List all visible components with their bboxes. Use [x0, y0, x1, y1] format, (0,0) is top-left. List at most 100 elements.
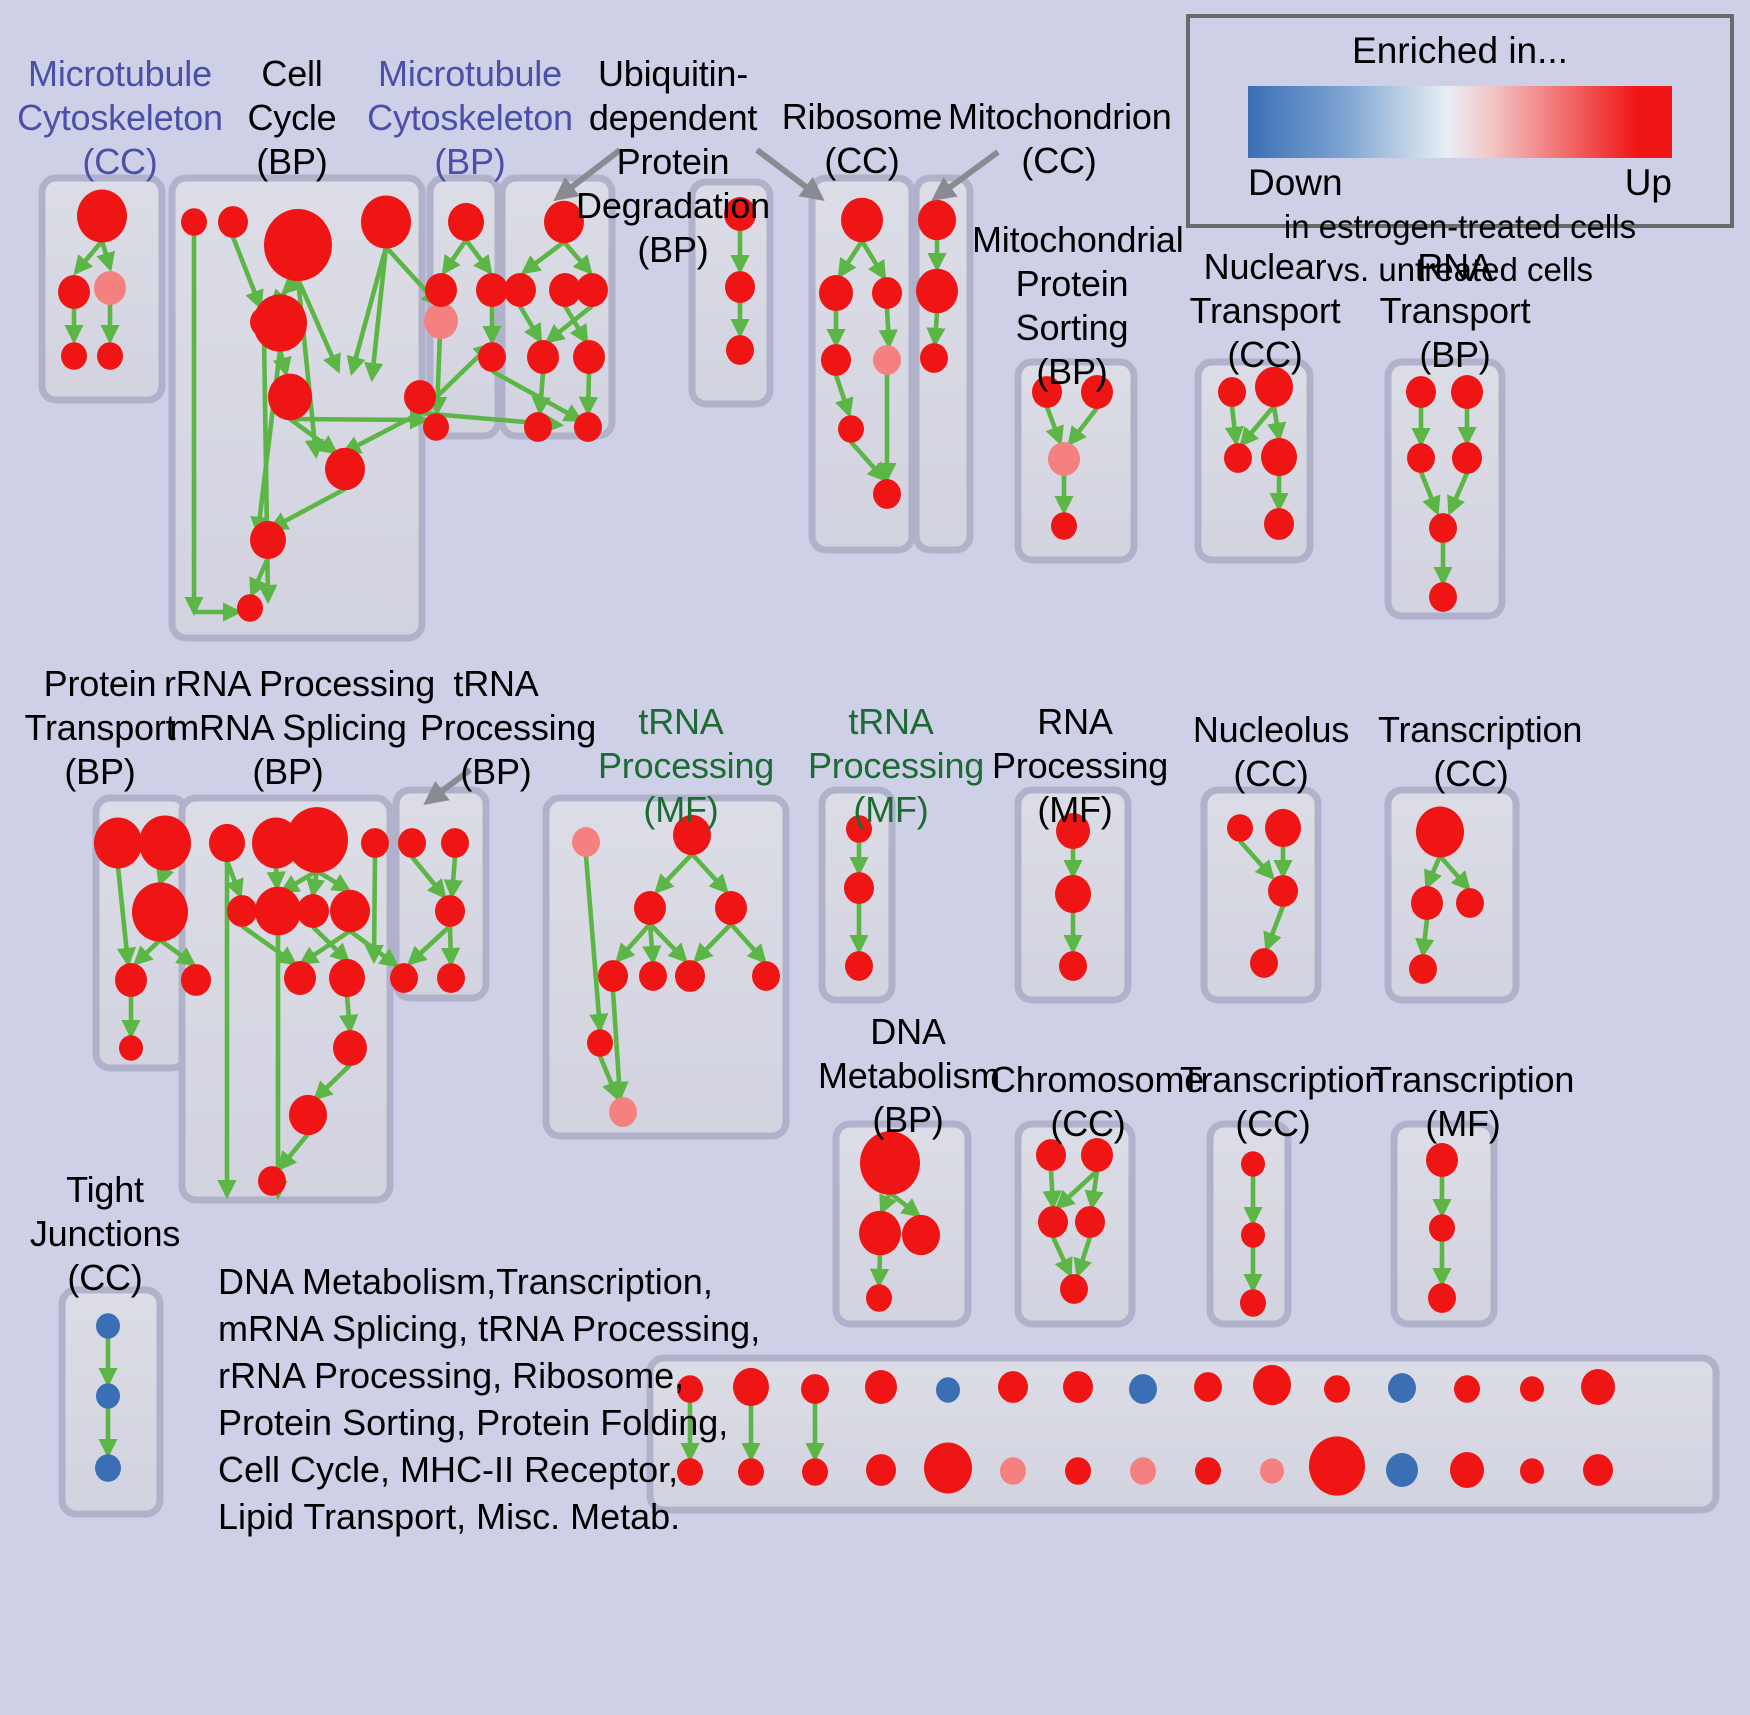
network-node: [325, 447, 365, 491]
network-edge: [1438, 854, 1471, 892]
network-node: [598, 960, 628, 992]
network-node: [1583, 1454, 1613, 1486]
network-node: [609, 1097, 637, 1127]
network-node: [1055, 874, 1091, 914]
network-node: [227, 895, 257, 927]
network-edge: [860, 239, 887, 281]
network-edge: [1084, 1170, 1104, 1211]
network-node: [1241, 1222, 1265, 1248]
network-edge: [1424, 855, 1443, 890]
network-node: [404, 380, 436, 414]
network-node: [1429, 582, 1457, 612]
network-edge: [277, 1132, 310, 1172]
network-node: [435, 895, 465, 927]
cluster-label-ribosome-cc: Ribosome (CC): [781, 96, 943, 181]
network-node: [1451, 375, 1483, 409]
arrow-to-trna-processing-bp-box: [423, 767, 472, 806]
network-node: [218, 206, 248, 238]
cluster-label-rna-processing-mf: RNA Processing (MF): [992, 701, 1169, 830]
cluster-label-tight-junctions-cc: Tight Junctions (CC): [29, 1169, 181, 1298]
network-edge: [288, 417, 339, 455]
cluster-label-microtubule-cytoskeleton-bp: Microtubule Cytoskeleton (BP): [367, 53, 573, 182]
network-node: [94, 817, 142, 869]
network-node: [715, 891, 747, 925]
network-node: [1454, 1375, 1480, 1403]
cluster-label-trna-processing-bp: tRNA Processing (BP): [420, 663, 597, 792]
network-node: [838, 415, 864, 443]
network-edge: [518, 304, 543, 344]
network-node: [1081, 1138, 1113, 1172]
network-node: [423, 413, 449, 441]
network-node: [1065, 1457, 1091, 1485]
network-node: [1409, 954, 1437, 984]
network-edge: [531, 372, 551, 417]
network-node: [549, 273, 581, 307]
network-node: [1520, 1458, 1544, 1484]
network-node: [1411, 886, 1443, 920]
panel-rna-transport: [1384, 358, 1506, 620]
network-node: [752, 961, 780, 991]
network-edge: [348, 929, 400, 968]
network-node: [924, 1442, 972, 1494]
network-node: [95, 1454, 121, 1482]
network-edge: [339, 995, 359, 1035]
network-node: [998, 1371, 1028, 1403]
cluster-label-transcription-cc-top: Transcription (CC): [1378, 709, 1583, 794]
network-node: [1075, 1206, 1105, 1238]
legend-subtitle-line2: vs. untreated cells: [1327, 251, 1593, 288]
network-node: [639, 961, 667, 991]
network-edge: [578, 372, 599, 417]
network-node: [209, 823, 245, 863]
network-node: [576, 273, 608, 307]
network-node: [1261, 437, 1297, 477]
network-node: [96, 1313, 120, 1339]
network-edge: [406, 924, 452, 966]
network-node: [398, 828, 426, 858]
network-node: [1250, 948, 1278, 978]
cluster-label-rrna-processing-mrna-splicing-bp: rRNA Processing mRNA Splicing (BP): [164, 663, 436, 792]
network-node: [329, 958, 365, 998]
network-edge: [266, 866, 286, 892]
network-node: [255, 886, 301, 936]
network-edge: [410, 855, 447, 900]
network-edge: [583, 855, 609, 1034]
cluster-label-cell-cycle-bp: Cell Cycle (BP): [247, 53, 337, 182]
network-node: [860, 1131, 920, 1195]
network-node: [572, 827, 600, 857]
network-node: [1406, 376, 1436, 408]
network-edge: [96, 240, 115, 272]
network-edge: [306, 870, 326, 899]
network-edge: [690, 852, 729, 895]
network-node: [1194, 1372, 1222, 1402]
cluster-label-trna-processing-mf-1: tRNA Processing (MF): [598, 701, 775, 830]
arrow-to-mitochondrion-box: [931, 149, 1000, 201]
network-edge: [133, 938, 162, 966]
network-edge: [249, 557, 271, 598]
network-node: [284, 961, 316, 995]
legend-high-label: Up: [1624, 162, 1672, 203]
network-node: [390, 963, 418, 993]
network-edge: [440, 925, 461, 968]
network-node: [1000, 1457, 1026, 1485]
network-node: [866, 1284, 892, 1312]
network-node: [873, 345, 901, 375]
cluster-label-trna-processing-mf-2: tRNA Processing (MF): [808, 701, 985, 830]
network-node: [1032, 376, 1062, 408]
network-node: [675, 960, 705, 992]
network-node: [802, 1458, 828, 1486]
network-edge: [642, 923, 662, 966]
network-edge: [115, 866, 137, 968]
cluster-label-protein-transport-bp: Protein Transport (BP): [24, 663, 176, 792]
network-node: [425, 273, 457, 307]
network-node: [673, 814, 711, 856]
network-node: [94, 271, 126, 305]
network-node: [1388, 1373, 1416, 1403]
network-node: [873, 479, 901, 509]
network-node: [1129, 1374, 1157, 1404]
network-edge: [156, 865, 175, 887]
network-edge: [833, 374, 854, 418]
network-node: [821, 344, 851, 376]
network-edge: [230, 236, 264, 310]
network-node: [936, 1377, 960, 1403]
